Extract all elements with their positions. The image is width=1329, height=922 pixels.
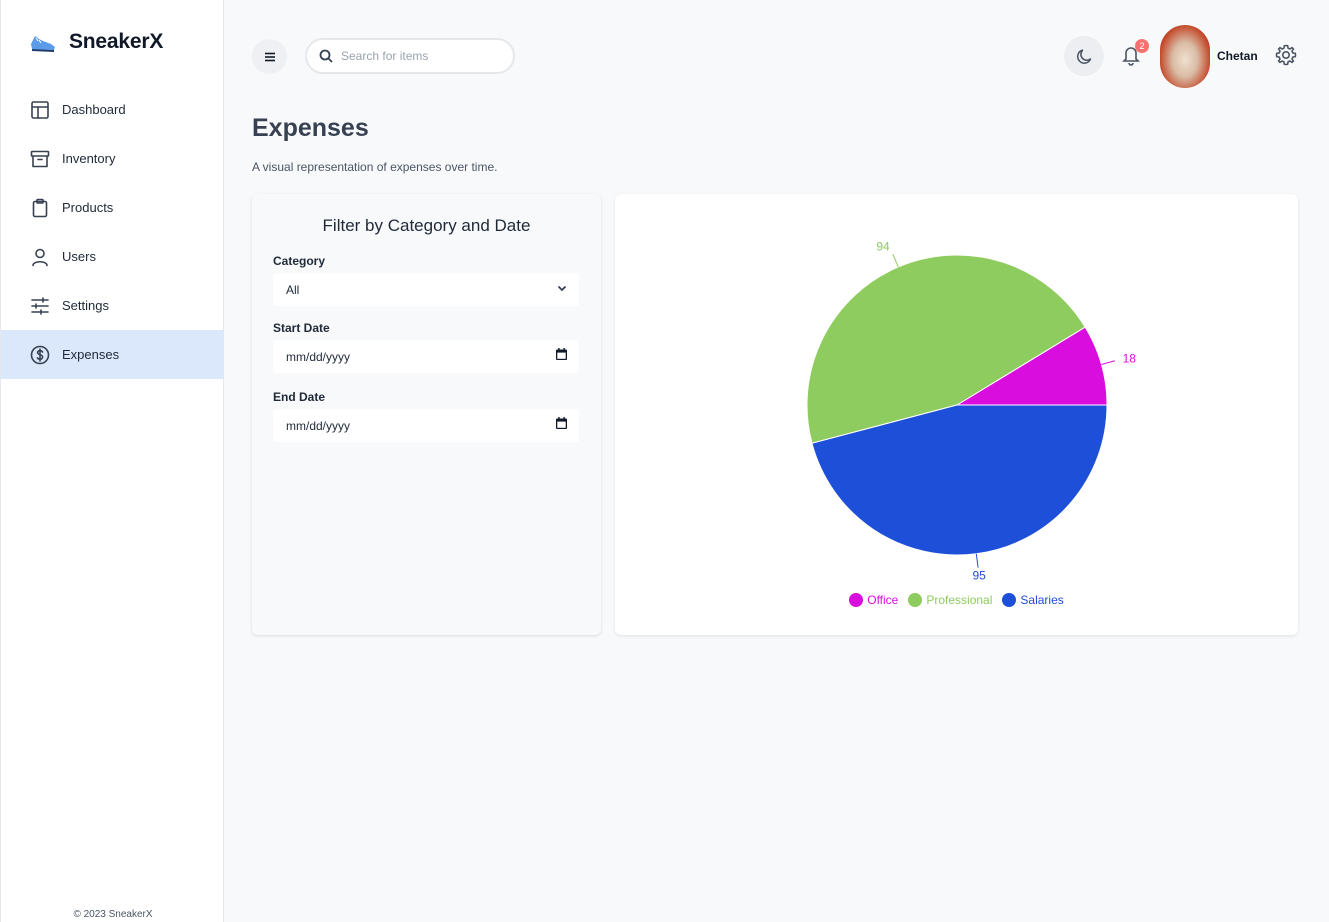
search-bar: [305, 38, 515, 74]
sidebar-item-settings[interactable]: Settings: [1, 281, 224, 330]
data-label-professional: 94: [876, 240, 890, 254]
category-select-value: All: [286, 282, 300, 297]
sliders-icon: [30, 296, 50, 316]
end-date-label: End Date: [273, 390, 326, 404]
end-date-value: mm/dd/yyyy: [286, 418, 351, 433]
archive-icon: [30, 149, 50, 169]
bell-icon: [1122, 47, 1140, 66]
settings-button[interactable]: [1274, 43, 1298, 67]
legend-label: Professional: [926, 593, 993, 607]
expenses-pie-chart: 18 94 95: [806, 240, 1137, 583]
user-icon: [30, 247, 50, 267]
start-date-label: Start Date: [273, 321, 330, 335]
calendar-icon[interactable]: [555, 416, 568, 435]
end-date-input[interactable]: mm/dd/yyyy: [273, 409, 579, 442]
legend-item-professional[interactable]: Professional: [908, 593, 992, 607]
chart-card: 18 94 95 Office Professional Salaries: [615, 194, 1298, 635]
label-line-professional: [892, 253, 899, 268]
sidebar-item-label: Settings: [62, 298, 109, 313]
search-icon: [319, 49, 333, 63]
sidebar-item-inventory[interactable]: Inventory: [1, 134, 224, 183]
chevron-down-icon: [556, 281, 568, 299]
calendar-icon[interactable]: [555, 347, 568, 366]
clipboard-icon: [30, 198, 50, 218]
legend-label: Office: [867, 593, 899, 607]
notifications-button[interactable]: [1121, 44, 1143, 68]
dollar-circle-icon: [30, 345, 50, 365]
sidebar-item-expenses[interactable]: Expenses: [1, 330, 224, 379]
legend-swatch: [1002, 593, 1017, 607]
pie-slice-office[interactable]: [955, 326, 1108, 406]
category-label: Category: [273, 254, 326, 268]
label-line-office: [1101, 360, 1116, 366]
sneaker-logo-icon: [31, 36, 55, 52]
copyright: © 2023 SneakerX: [73, 909, 153, 920]
start-date-value: mm/dd/yyyy: [286, 349, 351, 364]
sidebar-item-label: Expenses: [62, 347, 120, 362]
filter-title: Filter by Category and Date: [322, 216, 531, 235]
sidebar-nav: Dashboard Inventory Products Users Setti…: [1, 85, 224, 379]
sidebar-item-label: Products: [62, 200, 114, 215]
label-line-salaries: [975, 553, 979, 568]
legend-item-office[interactable]: Office: [849, 593, 898, 607]
pie-slice-salaries[interactable]: [811, 404, 1108, 556]
page-title: Expenses: [252, 114, 369, 142]
gear-icon: [1275, 44, 1297, 66]
hamburger-icon: [264, 52, 275, 61]
user-name[interactable]: Chetan: [1217, 49, 1258, 63]
sidebar-item-label: Inventory: [62, 151, 116, 166]
layout-icon: [30, 100, 50, 120]
brand[interactable]: SneakerX: [29, 30, 163, 54]
sidebar: SneakerX Dashboard Inventory Products Us…: [0, 0, 224, 922]
sidebar-item-label: Users: [62, 249, 96, 264]
notification-badge: 2: [1135, 39, 1149, 53]
sidebar-item-products[interactable]: Products: [1, 183, 224, 232]
theme-toggle-button[interactable]: [1064, 36, 1104, 76]
sidebar-item-label: Dashboard: [62, 102, 126, 117]
sidebar-item-dashboard[interactable]: Dashboard: [1, 85, 224, 134]
sidebar-item-users[interactable]: Users: [1, 232, 224, 281]
start-date-input[interactable]: mm/dd/yyyy: [273, 340, 579, 373]
moon-icon: [1076, 48, 1091, 64]
legend-label: Salaries: [1020, 593, 1064, 607]
category-select[interactable]: All: [273, 273, 579, 306]
avatar[interactable]: [1160, 25, 1210, 88]
legend-swatch: [908, 593, 923, 607]
legend-item-salaries[interactable]: Salaries: [1002, 593, 1064, 607]
page-subtitle: A visual representation of expenses over…: [252, 160, 498, 174]
legend-swatch: [849, 593, 864, 607]
data-label-office: 18: [1123, 352, 1137, 366]
brand-name: SneakerX: [69, 30, 164, 53]
menu-toggle-button[interactable]: [252, 39, 287, 74]
data-label-salaries: 95: [972, 569, 986, 583]
chart-legend: Office Professional Salaries: [615, 593, 1298, 607]
search-input[interactable]: [341, 49, 501, 63]
